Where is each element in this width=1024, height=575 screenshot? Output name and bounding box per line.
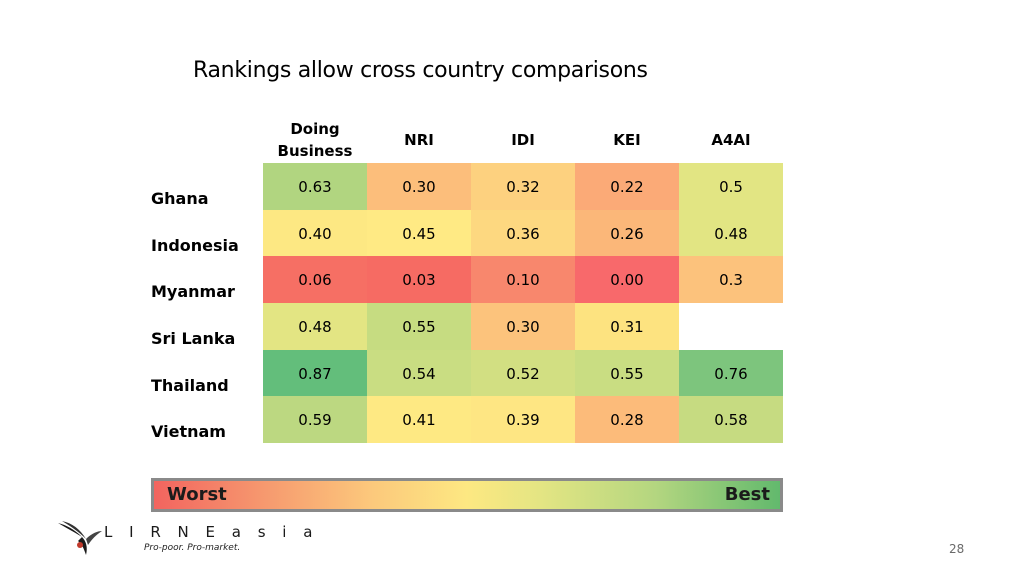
table-cell: 0.76 <box>679 350 783 397</box>
column-header-line1: NRI <box>404 131 434 149</box>
column-header-line1: KEI <box>613 131 641 149</box>
table-cell: 0.10 <box>471 256 575 303</box>
table-cell: 0.31 <box>575 303 679 350</box>
column-header: KEI <box>575 116 679 164</box>
logo-wordmark: L I R N E a s i a <box>104 523 319 541</box>
column-header: IDI <box>471 116 575 164</box>
page-number: 28 <box>949 542 965 556</box>
column-header-line2: Business <box>277 142 353 160</box>
table-cell: 0.28 <box>575 396 679 443</box>
row-label-country: Myanmar <box>151 282 235 301</box>
table-cell: 0.30 <box>471 303 575 350</box>
table-cell: 0.45 <box>367 210 471 257</box>
column-header-line1: IDI <box>511 131 535 149</box>
row-label-country: Indonesia <box>151 236 239 255</box>
table-cell: 0.36 <box>471 210 575 257</box>
table-cell: 0.55 <box>367 303 471 350</box>
table-cell: 0.48 <box>263 303 367 350</box>
table-cell: 0.52 <box>471 350 575 397</box>
legend-worst-label: Worst <box>167 484 227 505</box>
column-header: NRI <box>367 116 471 164</box>
table-cell: 0.3 <box>679 256 783 303</box>
table-cell: 0.00 <box>575 256 679 303</box>
column-header-line1: A4AI <box>711 131 751 149</box>
table-cell: 0.41 <box>367 396 471 443</box>
lirneasia-logo: L I R N E a s i a Pro-poor. Pro-market. <box>56 519 312 559</box>
row-label-country: Vietnam <box>151 422 226 441</box>
row-label-country: Sri Lanka <box>151 329 236 348</box>
legend-best-label: Best <box>724 484 770 505</box>
table-cell: 0.5 <box>679 163 783 210</box>
table-cell: 0.63 <box>263 163 367 210</box>
bird-logo-icon <box>58 521 102 555</box>
table-cell: 0.26 <box>575 210 679 257</box>
table-cell: 0.55 <box>575 350 679 397</box>
table-cell: 0.48 <box>679 210 783 257</box>
column-header: A4AI <box>679 116 783 164</box>
table-cell: 0.59 <box>263 396 367 443</box>
column-header: Doing Business <box>263 116 367 164</box>
table-cell: 0.39 <box>471 396 575 443</box>
table-cell: 0.03 <box>367 256 471 303</box>
table-cell: 0.32 <box>471 163 575 210</box>
table-cell <box>679 303 783 350</box>
column-header-line1: Doing <box>290 120 340 138</box>
table-cell: 0.22 <box>575 163 679 210</box>
table-cell: 0.40 <box>263 210 367 257</box>
row-label-country: Thailand <box>151 376 229 395</box>
table-cell: 0.58 <box>679 396 783 443</box>
row-label-country: Ghana <box>151 189 209 208</box>
logo-tagline: Pro-poor. Pro-market. <box>144 543 241 553</box>
table-cell: 0.30 <box>367 163 471 210</box>
table-cell: 0.87 <box>263 350 367 397</box>
table-cell: 0.06 <box>263 256 367 303</box>
table-cell: 0.54 <box>367 350 471 397</box>
slide-title: Rankings allow cross country comparisons <box>193 58 648 83</box>
legend-color-scale: Worst Best <box>151 478 783 512</box>
